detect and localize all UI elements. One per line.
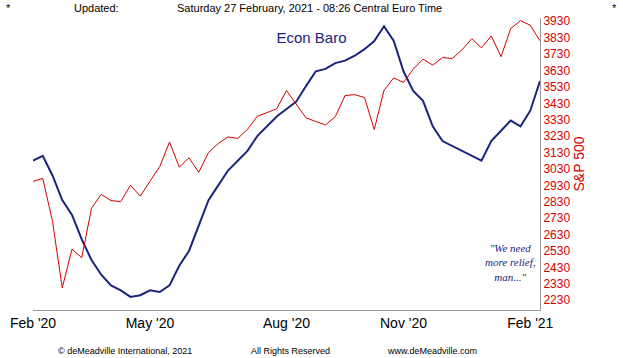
- svg-text:3830: 3830: [543, 31, 570, 45]
- svg-text:www.deMeadville.com: www.deMeadville.com: [387, 346, 477, 356]
- svg-text:Saturday 27 February, 2021 - 0: Saturday 27 February, 2021 - 08:26 Centr…: [177, 2, 442, 14]
- svg-text:3730: 3730: [543, 47, 570, 61]
- svg-text:2830: 2830: [543, 195, 570, 209]
- svg-text:3330: 3330: [543, 113, 570, 127]
- svg-text:"We needmore relief,man...": "We needmore relief,man...": [485, 242, 536, 283]
- svg-text:2930: 2930: [543, 179, 570, 193]
- svg-text:Nov '20: Nov '20: [380, 315, 427, 331]
- svg-text:May '20: May '20: [126, 315, 175, 331]
- svg-text:3230: 3230: [543, 129, 570, 143]
- svg-text:2530: 2530: [543, 244, 570, 258]
- svg-text:2230: 2230: [543, 293, 570, 307]
- svg-text:Feb '21: Feb '21: [507, 315, 553, 331]
- svg-text:2730: 2730: [543, 211, 570, 225]
- svg-text:3030: 3030: [543, 162, 570, 176]
- svg-text:3530: 3530: [543, 80, 570, 94]
- svg-text:All Rights Reserved: All Rights Reserved: [251, 346, 330, 356]
- svg-text:Updated:: Updated:: [74, 2, 119, 14]
- svg-text:2630: 2630: [543, 228, 570, 242]
- svg-text:*: *: [6, 2, 11, 14]
- svg-text:*: *: [612, 2, 617, 14]
- svg-text:Econ Baro: Econ Baro: [276, 29, 346, 46]
- svg-text:S&P 500: S&P 500: [571, 136, 587, 191]
- svg-text:3930: 3930: [543, 14, 570, 28]
- svg-text:2430: 2430: [543, 261, 570, 275]
- svg-text:3630: 3630: [543, 64, 570, 78]
- svg-text:3130: 3130: [543, 146, 570, 160]
- svg-text:© deMeadville International, 2: © deMeadville International, 2021: [58, 346, 192, 356]
- svg-text:3430: 3430: [543, 97, 570, 111]
- svg-text:Feb '20: Feb '20: [10, 315, 56, 331]
- svg-text:Aug '20: Aug '20: [263, 315, 310, 331]
- svg-text:2330: 2330: [543, 277, 570, 291]
